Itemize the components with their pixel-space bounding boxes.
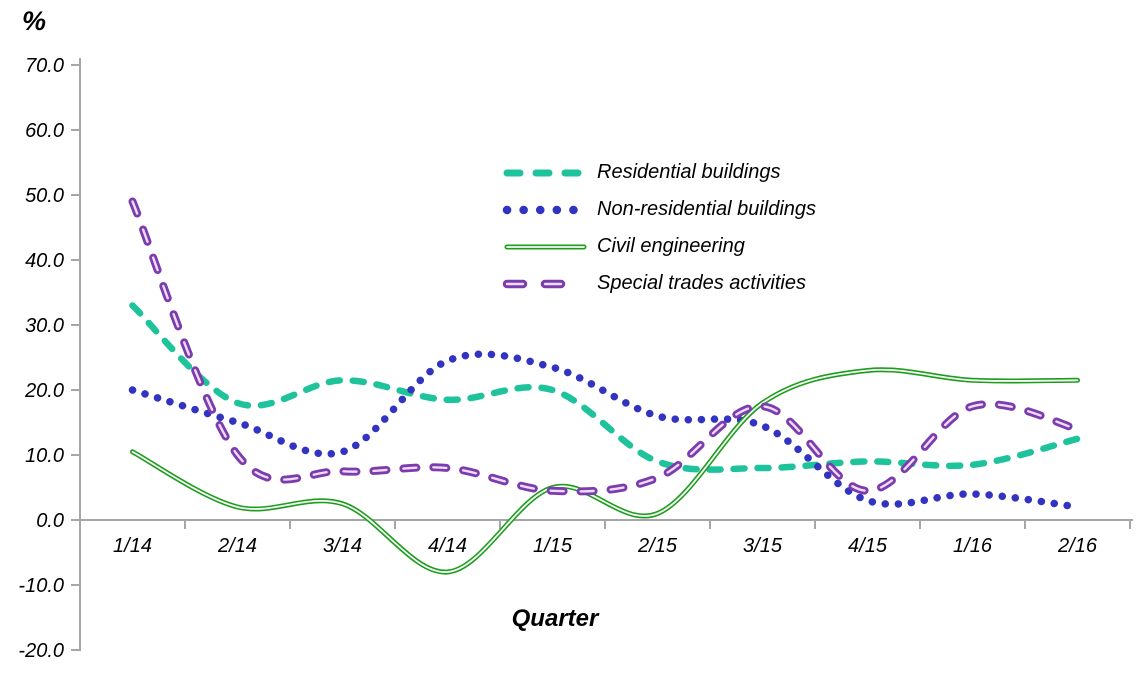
x-axis-category-label: 1/15 — [533, 535, 573, 557]
series-path-non-residential-buildings — [128, 350, 1082, 511]
series-path-civil-engineering — [130, 367, 1080, 575]
y-axis-tick-label: 0.0 — [36, 510, 64, 532]
x-axis-category-label: 3/14 — [323, 535, 362, 557]
x-axis-category-label: 4/15 — [848, 535, 888, 557]
y-axis-tick-label: 20.0 — [24, 380, 64, 402]
y-axis-tick-label: -20.0 — [18, 640, 64, 662]
legend-sample-residential-buildings-icon — [503, 169, 588, 176]
legend-label-civil-engineering: Civil engineering — [597, 235, 745, 257]
y-axis-tick-label: -10.0 — [18, 575, 64, 597]
y-axis-tick-label: 70.0 — [25, 55, 64, 77]
x-axis-category-label: 2/14 — [217, 535, 257, 557]
x-axis-category-label: 2/16 — [1057, 535, 1098, 557]
y-axis-unit-label: % — [22, 6, 47, 36]
legend-item-special-trades-activities: Special trades activities — [502, 265, 816, 302]
legend-sample-special-trades-activities-icon — [502, 279, 577, 288]
series-path-civil-engineering — [131, 368, 1079, 573]
legend-label-residential-buildings: Residential buildings — [597, 161, 781, 183]
x-axis-category-label: 4/14 — [428, 535, 467, 557]
series-path-special-trades-activities — [131, 200, 1079, 493]
y-axis-tick-label: 40.0 — [25, 250, 64, 272]
y-axis-tick-label: 10.0 — [25, 445, 64, 467]
legend-sample-civil-engineering-icon — [504, 244, 587, 249]
legend-label-non-residential-buildings: Non-residential buildings — [597, 198, 817, 220]
x-axis-category-label: 3/15 — [743, 535, 783, 557]
legend: Residential buildings Non-residential bu… — [502, 154, 816, 302]
x-axis-category-label: 2/15 — [637, 535, 678, 557]
legend-label-special-trades-activities: Special trades activities — [597, 272, 806, 294]
legend-item-civil-engineering: Civil engineering — [502, 228, 816, 265]
y-axis-tick-label: 30.0 — [25, 315, 64, 337]
legend-item-non-residential-buildings: Non-residential buildings — [502, 191, 816, 228]
x-axis-category-label: 1/16 — [953, 535, 993, 557]
legend-item-residential-buildings: Residential buildings — [502, 154, 816, 191]
x-axis-title: Quarter — [511, 605, 599, 632]
y-axis-tick-label: 50.0 — [25, 185, 64, 207]
legend-sample-non-residential-buildings-icon — [502, 205, 583, 214]
x-axis-category-label: 1/14 — [113, 535, 152, 557]
y-axis-tick-label: 60.0 — [25, 120, 64, 142]
